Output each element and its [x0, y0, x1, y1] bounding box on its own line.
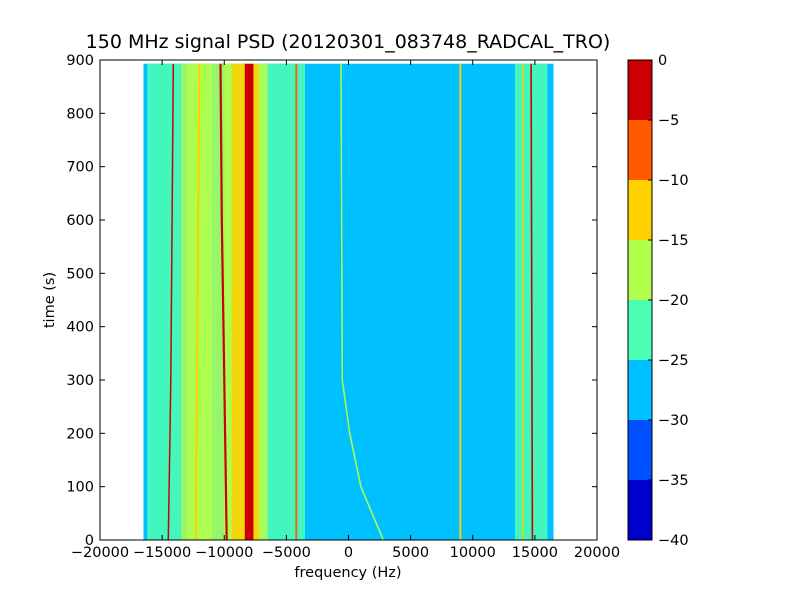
y-axis-label: time (s) [42, 272, 58, 328]
heatmap-line-line-6 [530, 63, 534, 541]
colorbar-segment [628, 420, 652, 480]
x-axis-ticks: −20000 −15000 −10000 −5000 0 5000 10000 15000 20… [71, 60, 620, 561]
y-tick-label: 0 [85, 533, 94, 549]
colorbar-tick-label: −5 [658, 113, 679, 129]
y-tick-label: 500 [66, 266, 94, 282]
y-tick-label: 100 [66, 480, 94, 496]
heatmap-band [261, 63, 306, 540]
colorbar-tick-label: −25 [658, 353, 689, 369]
chart-title: 150 MHz signal PSD (20120301_083748_RADC… [86, 31, 611, 53]
colorbar-segment [628, 60, 652, 120]
colorbar-tick-label: −20 [658, 293, 689, 309]
y-tick-label: 800 [66, 106, 94, 122]
x-tick-label: −20000 [71, 545, 129, 561]
x-axis-label: frequency (Hz) [294, 565, 401, 581]
colorbar-segment [628, 300, 652, 360]
colorbar-tick-label: −35 [658, 473, 689, 489]
colorbar-tick-label: −15 [658, 233, 689, 249]
colorbar-tick-label: 0 [658, 53, 667, 69]
plot-area: −20000 −15000 −10000 −5000 0 5000 10000 15000 20… [66, 53, 620, 561]
x-tick-label: 10000 [450, 545, 496, 561]
heatmap-line-line-1 [167, 63, 175, 541]
x-tick-label: −10000 [195, 545, 253, 561]
y-tick-label: 400 [66, 320, 94, 336]
heatmap-band [147, 63, 181, 540]
colorbar-segment [628, 120, 652, 180]
heatmap-line-line-4 [194, 63, 201, 541]
colorbar-tick-label: −10 [658, 173, 689, 189]
colorbar-segment [628, 480, 652, 540]
heatmap-layer [143, 63, 554, 541]
y-tick-label: 600 [66, 213, 94, 229]
x-tick-label: −5000 [262, 545, 311, 561]
x-tick-label: 15000 [512, 545, 558, 561]
x-tick-label: 20000 [574, 545, 620, 561]
y-tick-label: 900 [66, 53, 94, 69]
colorbar: −40 −35 −30 −25 −20 −15 −10 −5 0 [627, 53, 689, 549]
x-tick-label: −15000 [133, 545, 191, 561]
colorbar-segment [628, 180, 652, 240]
x-tick-label: 5000 [392, 545, 429, 561]
colorbar-segment [628, 240, 652, 300]
heatmap-line-drift [340, 63, 384, 541]
colorbar-tick-label: −40 [658, 533, 689, 549]
y-tick-label: 700 [66, 160, 94, 176]
x-tick-label: 0 [344, 545, 353, 561]
colorbar-tick-label: −30 [658, 413, 689, 429]
y-tick-label: 300 [66, 373, 94, 389]
heatmap-line-line-2 [219, 63, 228, 541]
y-axis-ticks: 0 100 200 300 400 500 600 700 800 900 [66, 53, 597, 549]
y-tick-label: 200 [66, 426, 94, 442]
colorbar-segment [628, 360, 652, 420]
